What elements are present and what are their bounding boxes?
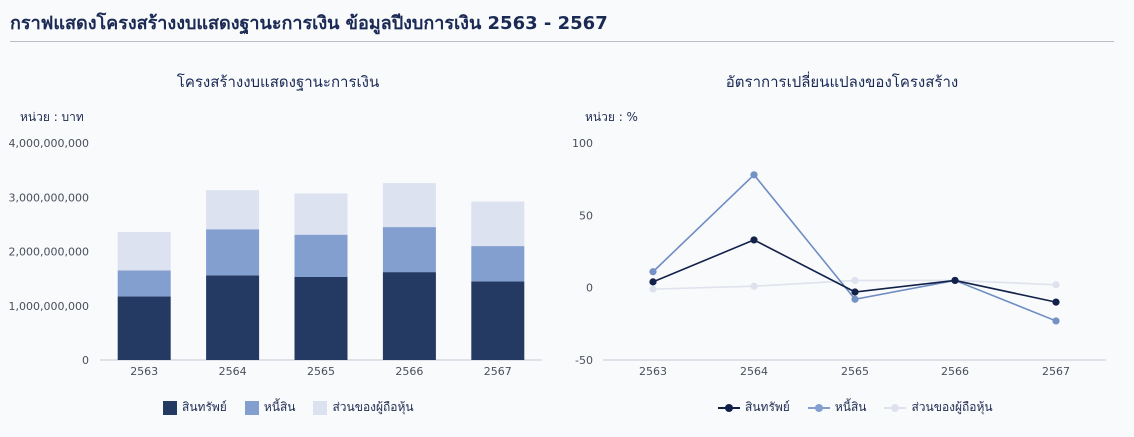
bar-segment-assets <box>294 276 348 360</box>
bar-segment-assets <box>471 281 525 360</box>
bar-segment-equity <box>382 183 436 228</box>
bar-chart-legend: สินทรัพย์ หนี้สิน ส่วนของผู้ถือหุ้น <box>163 398 414 417</box>
line-chart-unit-label: หน่วย : % <box>585 110 638 124</box>
line-y-tick-label: -50 <box>575 354 593 367</box>
bar-segment-equity <box>117 231 171 271</box>
bar-segment-liabilities <box>382 227 436 273</box>
bar-x-tick-label: 2564 <box>219 365 247 378</box>
bar-legend-label-assets: สินทรัพย์ <box>182 400 227 414</box>
bar-segment-equity <box>206 190 260 230</box>
bar-segment-assets <box>117 296 171 360</box>
line-point-liabilities <box>1052 317 1060 325</box>
bar-y-tick-label: 0 <box>82 354 89 367</box>
line-point-assets <box>851 288 859 296</box>
line-point-liabilities <box>750 171 758 179</box>
line-point-equity <box>851 276 859 285</box>
bar-x-tick-label: 2566 <box>395 365 423 378</box>
line-point-assets <box>1052 298 1060 306</box>
line-point-assets <box>750 236 758 244</box>
bar-segment-liabilities <box>471 246 525 282</box>
line-chart-legend: สินทรัพย์ หนี้สิน ส่วนของผู้ถือหุ้น <box>718 398 993 417</box>
equity-line-swatch <box>884 403 907 413</box>
liabilities-swatch <box>244 400 259 415</box>
bar-segment-assets <box>206 275 260 360</box>
bar-segment-liabilities <box>117 270 171 297</box>
line-x-tick-label: 2564 <box>740 365 768 378</box>
line-legend-item-equity[interactable]: ส่วนของผู้ถือหุ้น <box>884 398 993 417</box>
line-point-liabilities <box>649 268 657 276</box>
bar-x-tick-label: 2565 <box>307 365 335 378</box>
bar-x-tick-label: 2563 <box>130 365 158 378</box>
line-point-equity <box>1052 281 1060 289</box>
bar-segment-assets <box>382 272 436 360</box>
line-x-tick-label: 2563 <box>639 365 667 378</box>
bar-legend-item-equity[interactable]: ส่วนของผู้ถือหุ้น <box>313 398 414 417</box>
line-point-assets <box>649 278 657 286</box>
line-legend-label-liabilities: หนี้สิน <box>834 400 867 414</box>
assets-swatch <box>163 400 177 415</box>
page-title: กราฟแสดงโครงสร้างงบแสดงฐานะการเงิน ข้อมู… <box>10 13 608 34</box>
line-point-equity <box>649 285 657 293</box>
line-y-tick-label: 100 <box>572 137 593 150</box>
line-x-tick-label: 2565 <box>841 365 869 378</box>
bar-segment-liabilities <box>294 234 348 277</box>
bar-x-tick-label: 2567 <box>484 365 512 378</box>
bar-segment-equity <box>471 201 525 247</box>
bar-y-tick-label: 1,000,000,000 <box>9 300 89 313</box>
bar-chart-title: โครงสร้างงบแสดงฐานะการเงิน <box>176 73 380 91</box>
bar-chart-unit-label: หน่วย : บาท <box>20 110 84 124</box>
bar-legend-label-equity: ส่วนของผู้ถือหุ้น <box>332 400 414 414</box>
bar-y-tick-label: 4,000,000,000 <box>9 137 89 150</box>
line-y-tick-label: 50 <box>579 209 593 222</box>
line-x-tick-label: 2566 <box>941 365 969 378</box>
line-legend-item-assets[interactable]: สินทรัพย์ <box>718 398 790 417</box>
bar-legend-item-assets[interactable]: สินทรัพย์ <box>163 398 227 417</box>
bar-segment-equity <box>294 193 348 235</box>
title-divider <box>10 41 1114 42</box>
line-legend-label-equity: ส่วนของผู้ถือหุ้น <box>911 400 993 414</box>
equity-swatch <box>313 400 328 415</box>
bar-segment-liabilities <box>206 229 260 276</box>
line-legend-label-assets: สินทรัพย์ <box>745 400 790 414</box>
bar-legend-label-liabilities: หนี้สิน <box>263 400 296 414</box>
line-y-tick-label: 0 <box>586 282 593 295</box>
line-point-assets <box>951 276 959 285</box>
assets-line-swatch <box>718 403 740 413</box>
line-x-tick-label: 2567 <box>1042 365 1070 378</box>
line-point-equity <box>750 282 758 290</box>
bar-y-tick-label: 2,000,000,000 <box>9 246 89 259</box>
line-point-liabilities <box>851 295 859 303</box>
bar-y-tick-label: 3,000,000,000 <box>9 191 89 204</box>
line-legend-item-liabilities[interactable]: หนี้สิน <box>807 398 867 417</box>
liabilities-line-swatch <box>807 403 830 413</box>
bar-legend-item-liabilities[interactable]: หนี้สิน <box>244 398 296 417</box>
line-chart-title: อัตราการเปลี่ยนแปลงของโครงสร้าง <box>725 73 959 91</box>
